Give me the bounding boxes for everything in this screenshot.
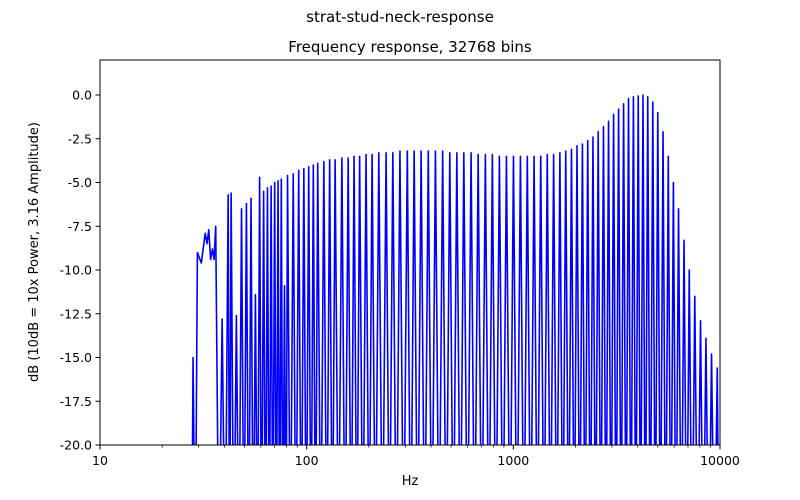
x-tick-label: 100 <box>295 453 319 468</box>
y-tick-label: -20.0 <box>60 438 92 453</box>
x-tick-label: 10 <box>92 453 108 468</box>
x-tick-label: 10000 <box>700 453 740 468</box>
y-tick-label: 0.0 <box>72 88 92 103</box>
chart-title: Frequency response, 32768 bins <box>288 38 532 56</box>
y-tick-label: -17.5 <box>60 394 92 409</box>
y-tick-label: -15.0 <box>60 350 92 365</box>
y-tick-label: -12.5 <box>60 306 92 321</box>
y-tick-label: -10.0 <box>60 263 92 278</box>
x-axis-label: Hz <box>402 474 419 489</box>
plot-area <box>99 59 721 446</box>
figure-title: strat-stud-neck-response <box>306 8 494 26</box>
y-tick-label: -7.5 <box>68 219 92 234</box>
y-tick-label: -5.0 <box>68 175 92 190</box>
y-axis: -20.0 -17.5 -15.0 -12.5 -10.0 -7.5 -5.0 -2.5 0.0 <box>60 88 100 453</box>
plot-frame <box>99 59 721 446</box>
series-line <box>191 94 719 445</box>
x-tick-label: 1000 <box>497 453 529 468</box>
y-tick-label: -2.5 <box>68 131 92 146</box>
y-axis-label: dB (10dB = 10x Power, 3.16 Amplitude) <box>27 122 42 382</box>
series-group <box>191 94 719 445</box>
x-axis: 10 100 1000 10000 <box>92 445 740 468</box>
